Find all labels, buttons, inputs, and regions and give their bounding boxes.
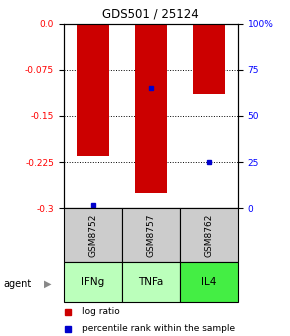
Text: agent: agent bbox=[3, 279, 31, 289]
Title: GDS501 / 25124: GDS501 / 25124 bbox=[102, 8, 199, 21]
Text: IL4: IL4 bbox=[201, 277, 217, 287]
Text: IFNg: IFNg bbox=[81, 277, 104, 287]
Bar bbox=[135, 24, 167, 193]
Bar bbox=[77, 24, 109, 156]
Bar bbox=[193, 24, 225, 94]
Text: GSM8757: GSM8757 bbox=[146, 213, 155, 257]
Bar bbox=[122, 262, 180, 302]
Text: GSM8752: GSM8752 bbox=[88, 213, 97, 257]
Bar bbox=[122, 208, 180, 262]
Text: log ratio: log ratio bbox=[82, 307, 120, 316]
Text: percentile rank within the sample: percentile rank within the sample bbox=[82, 324, 235, 333]
Bar bbox=[64, 208, 122, 262]
Text: GSM8762: GSM8762 bbox=[204, 213, 213, 257]
Text: ▶: ▶ bbox=[44, 279, 52, 289]
Bar bbox=[180, 262, 238, 302]
Bar bbox=[64, 262, 122, 302]
Bar bbox=[180, 208, 238, 262]
Text: TNFa: TNFa bbox=[138, 277, 164, 287]
